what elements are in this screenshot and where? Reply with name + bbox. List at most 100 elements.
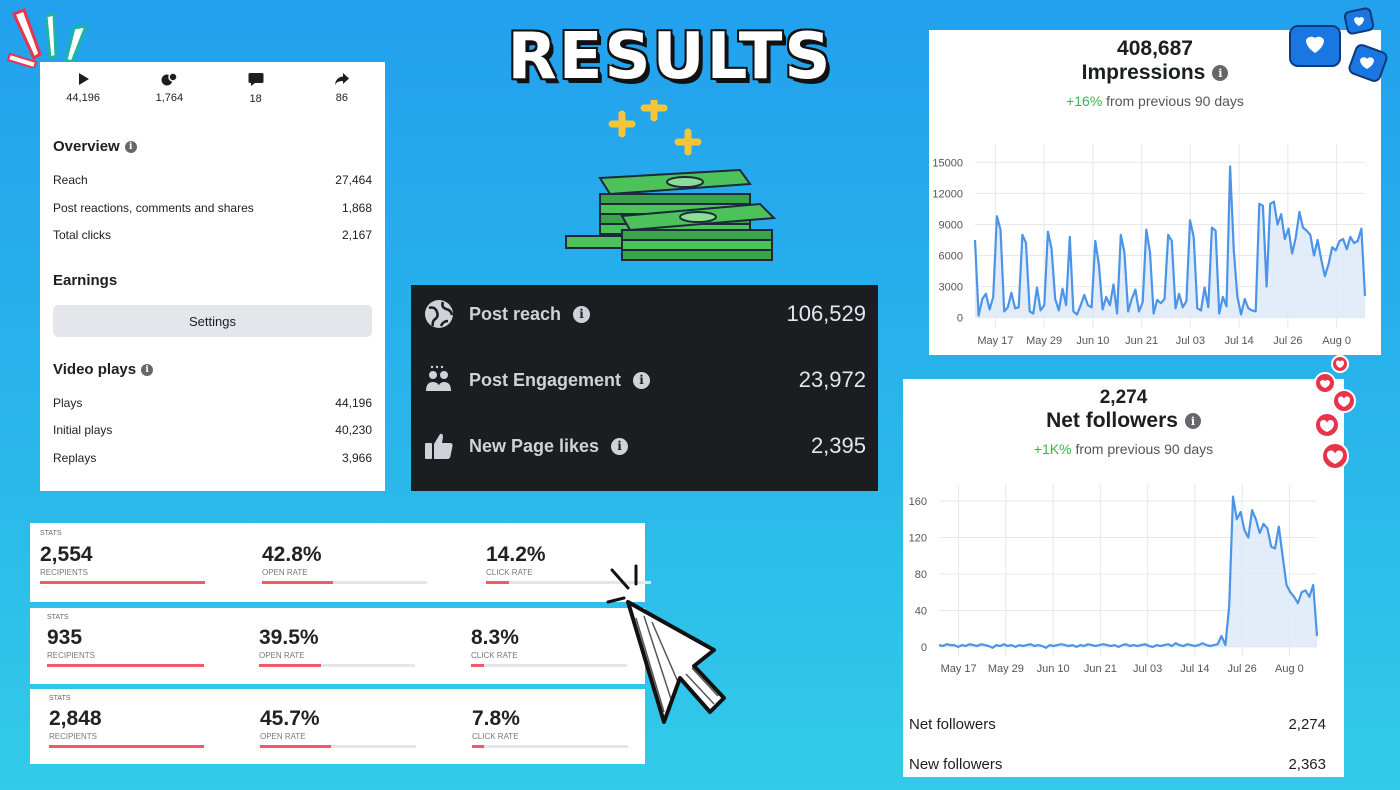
stats-label: STATS	[40, 530, 62, 537]
info-icon[interactable]: i	[141, 363, 154, 376]
page-insights-card: Post reach i 106,529 Post Engagement i 23,…	[411, 285, 878, 491]
open-rate-metric: 45.7% OPEN RATE	[260, 707, 416, 748]
x-tick-label: Jul 03	[1176, 335, 1205, 347]
plays-count: 44,196	[66, 92, 100, 104]
x-tick-label: May 29	[1026, 335, 1062, 347]
open-rate-value: 42.8%	[262, 543, 322, 566]
row-value: 44,196	[335, 396, 372, 410]
thumbs-up-icon	[425, 433, 453, 459]
click-rate-bar	[486, 581, 651, 584]
impressions-change: +16% from previous 90 days	[929, 93, 1381, 109]
row-value: 23,972	[798, 367, 866, 392]
hearts-decoration-icon	[1314, 355, 1356, 470]
row-label: Post reactions, comments and shares	[53, 201, 254, 215]
click-rate-bar-fill	[471, 664, 484, 667]
info-icon[interactable]: i	[633, 371, 651, 389]
open-rate-bar-fill	[259, 664, 321, 667]
row-label: Total clicks	[53, 228, 112, 242]
overview-row-clicks: Total clicks 2,167	[40, 228, 385, 242]
row-label: Reach	[53, 173, 88, 187]
row-label: Post Engagement	[469, 369, 622, 390]
overview-heading: Overview i	[53, 138, 137, 155]
stats-label: STATS	[49, 695, 71, 702]
shares-count: 86	[335, 92, 348, 104]
x-tick-label: Jul 26	[1273, 335, 1302, 347]
row-label: Post reach	[469, 303, 562, 324]
y-tick-label: 15000	[932, 157, 963, 169]
y-tick-label: 0	[921, 642, 927, 654]
open-rate-label: OPEN RATE	[260, 732, 306, 741]
row-value: 3,966	[341, 451, 372, 465]
x-tick-label: Aug 0	[1275, 663, 1304, 675]
reactions-count: 1,764	[155, 92, 184, 104]
click-rate-label: CLICK RATE	[486, 568, 533, 577]
recipients-label: RECIPIENTS	[49, 732, 98, 741]
change-percent: +16%	[1066, 93, 1103, 109]
x-tick-label: Jun 10	[1037, 663, 1070, 675]
share-icon	[334, 73, 349, 85]
likes-notification-icon	[1289, 7, 1388, 82]
change-text: from previous 90 days	[1075, 441, 1214, 457]
open-rate-metric: 42.8% OPEN RATE	[262, 543, 427, 584]
recipients-bar-fill	[49, 745, 204, 748]
comment-icon	[248, 73, 264, 86]
info-icon[interactable]: i	[124, 140, 137, 153]
row-value: 2,395	[810, 433, 866, 458]
row-value: 1,868	[341, 201, 372, 215]
info-icon[interactable]: i	[1184, 413, 1201, 429]
comments-stat: 18	[221, 72, 291, 105]
info-icon[interactable]: i	[1212, 65, 1229, 81]
play-icon	[79, 73, 90, 85]
open-rate-label: OPEN RATE	[259, 651, 305, 660]
row-value: 106,529	[786, 301, 866, 326]
x-tick-label: Jul 14	[1180, 663, 1209, 675]
video-plays-heading: Video plays i	[53, 361, 154, 378]
recipients-label: RECIPIENTS	[40, 568, 89, 577]
x-tick-label: Jul 14	[1224, 335, 1253, 347]
new-followers-row: New followers 2,363	[909, 756, 1326, 773]
overview-row-reach: Reach 27,464	[40, 173, 385, 187]
post-reach-row: Post reach i 106,529	[423, 294, 866, 334]
recipients-bar	[47, 664, 204, 667]
row-label: New Page likes	[469, 435, 600, 456]
x-tick-label: Aug 0	[1322, 335, 1351, 347]
open-rate-value: 39.5%	[259, 626, 319, 649]
click-rate-metric: 14.2% CLICK RATE	[486, 543, 651, 584]
row-value: 27,464	[335, 173, 372, 187]
net-followers-card: 2,274 Net followers i +1K% from previous …	[903, 379, 1344, 777]
open-rate-metric: 39.5% OPEN RATE	[259, 626, 415, 667]
click-rate-bar-fill	[486, 581, 510, 584]
click-rate-metric: 8.3% CLICK RATE	[471, 626, 627, 667]
recipients-bar	[40, 581, 205, 584]
recipients-metric: 935 RECIPIENTS	[47, 626, 212, 667]
series-area	[939, 496, 1317, 648]
y-tick-label: 40	[915, 605, 927, 617]
confetti-decoration	[6, 8, 89, 68]
click-rate-metric: 7.8% CLICK RATE	[472, 707, 628, 748]
globe-icon	[425, 300, 454, 328]
x-tick-label: Jul 03	[1133, 663, 1162, 675]
click-rate-label: CLICK RATE	[471, 651, 518, 660]
x-tick-label: May 17	[941, 663, 977, 675]
click-rate-value: 8.3%	[471, 626, 519, 649]
click-rate-bar	[472, 745, 628, 748]
net-followers-row: Net followers 2,274	[909, 716, 1326, 733]
info-icon[interactable]: i	[611, 437, 629, 455]
info-icon[interactable]: i	[573, 305, 591, 323]
reactions-icon	[161, 72, 179, 86]
open-rate-bar	[259, 664, 415, 667]
y-tick-label: 9000	[939, 219, 963, 231]
recipients-value: 2,848	[49, 707, 102, 730]
stats-label: STATS	[47, 614, 69, 621]
x-tick-label: Jun 21	[1084, 663, 1117, 675]
row-value: 2,363	[1288, 756, 1326, 773]
change-percent: +1K%	[1033, 441, 1072, 457]
row-label: Replays	[53, 451, 97, 465]
overview-row-reactions: Post reactions, comments and shares 1,86…	[40, 201, 385, 215]
row-label: New followers	[909, 756, 1003, 773]
click-rate-label: CLICK RATE	[472, 732, 519, 741]
open-rate-bar	[260, 745, 416, 748]
settings-button[interactable]: Settings	[53, 305, 372, 337]
recipients-label: RECIPIENTS	[47, 651, 96, 660]
recipients-bar-fill	[40, 581, 205, 584]
